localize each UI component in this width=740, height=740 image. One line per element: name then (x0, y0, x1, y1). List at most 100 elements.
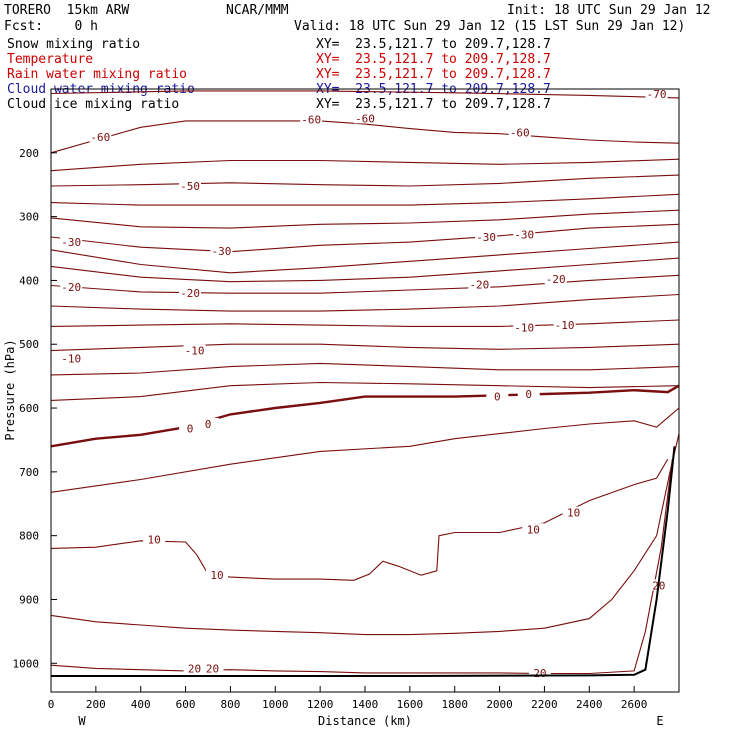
y-tick-label: 600 (19, 402, 39, 415)
field-label-cloud-ice: Cloud ice mixing ratio (7, 97, 180, 112)
west-label: W (78, 714, 86, 728)
field-label-snow: Snow mixing ratio (7, 37, 141, 52)
x-axis-ticks: 0 200 400 600 800 1000 1200 1400 1600 1800 2000 220… (48, 686, 648, 711)
contour-label-bg (354, 112, 376, 124)
contour-line-5 (50, 209, 680, 229)
field-label-temperature: Temperature (7, 52, 94, 67)
contour-label-bg (179, 179, 202, 191)
contour-label: -20 (546, 273, 566, 286)
x-tick-label: 800 (220, 698, 240, 711)
forecast-hour: Fcst: 0 h (4, 19, 98, 34)
center-label: NCAR/MMM (226, 3, 289, 18)
valid-time: Valid: 18 UTC Sun 29 Jan 12 (15 LST Sun … (294, 19, 686, 34)
contour-label: 10 (210, 569, 223, 582)
contour-line-0 (50, 90, 680, 99)
x-tick-label: 1000 (262, 698, 289, 711)
contour-label-bg (179, 422, 202, 434)
x-tick-label: 2400 (576, 698, 603, 711)
contour-line-19 (50, 459, 673, 675)
contour-line-12 (50, 343, 680, 352)
contour-label-bg (143, 533, 166, 545)
contour-line-1 (50, 120, 680, 154)
contour-label: -30 (61, 236, 81, 249)
contour-labels: -70 -60 -60 -60 -60 -50 -30 -30 -30 -30 -20 -20 -20 -… (60, 88, 670, 680)
contour-label: -60 (90, 131, 110, 144)
contour-line-13 (50, 362, 680, 376)
y-axis-title: Pressure (hPa) (3, 339, 17, 440)
y-tick-label: 200 (19, 147, 39, 160)
contour-label-bg (513, 228, 536, 240)
contour-line-6 (50, 223, 680, 253)
field-xy-temperature: XY= 23.5,121.7 to 209.7,128.7 (316, 52, 551, 67)
contour-label: 0 (494, 391, 501, 404)
contour-label-bg (475, 231, 498, 243)
contour-label-bg (183, 344, 206, 356)
contour-label: -20 (61, 281, 81, 294)
y-tick-label: 1000 (13, 657, 40, 670)
model-title: TORERO 15km ARW (4, 3, 130, 18)
contour-line-16 (50, 407, 680, 493)
field-xy-snow: XY= 23.5,121.7 to 209.7,128.7 (316, 37, 551, 52)
field-label-rain: Rain water mixing ratio (7, 67, 188, 82)
contour-label-bg (60, 352, 83, 364)
contour-line-4 (50, 193, 680, 206)
contour-label: -50 (180, 180, 200, 193)
x-tick-label: 1200 (307, 698, 334, 711)
contour-label: -10 (555, 319, 575, 332)
field-xy-rain: XY= 23.5,121.7 to 209.7,128.7 (316, 67, 551, 82)
contour-label-bg (517, 388, 540, 400)
contour-label-bg (201, 662, 224, 674)
contour-label: 10 (527, 523, 540, 536)
y-tick-label: 900 (19, 593, 39, 606)
contour-label: -10 (514, 322, 534, 335)
contour-line-3 (50, 174, 680, 187)
contour-label-bg (508, 126, 531, 138)
contour-label: 20 (188, 662, 201, 675)
contour-label-bg (179, 287, 202, 299)
contour-label-bg (522, 523, 545, 535)
contour-label: -10 (185, 345, 205, 358)
y-tick-label: 500 (19, 338, 39, 351)
contour-label: 20 (533, 667, 546, 680)
y-tick-label: 700 (19, 466, 39, 479)
contour-label: 0 (525, 388, 532, 401)
x-tick-label: 200 (86, 698, 106, 711)
contour-label: -20 (469, 278, 489, 291)
terrain-line (51, 446, 676, 677)
contour-label-bg (197, 418, 219, 429)
contour-label: -70 (647, 88, 667, 101)
contour-label: 10 (567, 507, 580, 520)
field-xy-cloud-ice: XY= 23.5,121.7 to 209.7,128.7 (316, 97, 551, 112)
contour-label-bg (544, 273, 567, 285)
contour-label-bg (553, 319, 576, 331)
y-tick-label: 800 (19, 530, 39, 543)
contour-line-11 (50, 319, 680, 327)
contour-label-bg (89, 130, 112, 142)
contour-line-15 (50, 384, 680, 448)
init-time: Init: 18 UTC Sun 29 Jan 12 (507, 3, 711, 18)
contour-label-bg (528, 666, 551, 678)
x-tick-label: 400 (131, 698, 151, 711)
east-label: E (656, 714, 663, 728)
contour-label-bg (300, 113, 323, 125)
contour-line-8 (50, 257, 680, 283)
y-axis-ticks: 200 300 400 500 600 700 800 900 1000 (13, 147, 57, 670)
contour-label: -60 (355, 112, 375, 125)
x-axis-title: Distance (km) (318, 714, 412, 728)
contour-label: -30 (514, 228, 534, 241)
contour-line-14 (50, 381, 680, 401)
x-tick-label: 2000 (486, 698, 513, 711)
contour-line-9 (50, 274, 680, 294)
contour-label-bg (562, 506, 585, 518)
x-tick-label: 2200 (531, 698, 558, 711)
contour-line-2 (50, 158, 680, 172)
contour-line-7 (50, 241, 680, 274)
contour-label: -20 (180, 287, 200, 300)
y-tick-label: 300 (19, 211, 39, 224)
x-tick-label: 1800 (441, 698, 468, 711)
temperature-contours (50, 90, 680, 675)
contour-label: -10 (61, 352, 81, 365)
x-tick-label: 2600 (621, 698, 648, 711)
x-tick-label: 1400 (352, 698, 379, 711)
